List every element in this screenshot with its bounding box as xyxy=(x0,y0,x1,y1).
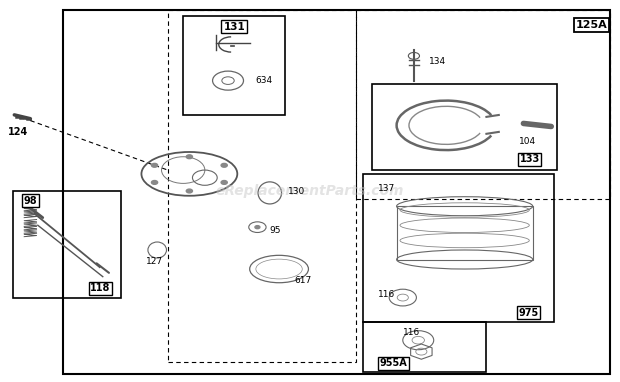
Text: 98: 98 xyxy=(24,196,37,206)
Text: 955A: 955A xyxy=(379,358,407,368)
Bar xyxy=(13,191,122,298)
Bar xyxy=(63,10,610,374)
Bar xyxy=(372,84,557,170)
Bar xyxy=(363,174,554,322)
Bar xyxy=(363,322,486,372)
Circle shape xyxy=(151,181,157,185)
Text: 131: 131 xyxy=(223,21,245,32)
Text: eReplacementParts.com: eReplacementParts.com xyxy=(216,184,404,198)
Text: 104: 104 xyxy=(519,137,536,146)
Text: 975: 975 xyxy=(518,308,539,318)
Text: 133: 133 xyxy=(520,154,540,164)
Circle shape xyxy=(255,226,260,229)
Text: 617: 617 xyxy=(294,276,312,285)
Text: 116: 116 xyxy=(403,328,420,337)
Text: 634: 634 xyxy=(256,76,273,85)
Text: 116: 116 xyxy=(378,290,396,299)
Text: 118: 118 xyxy=(90,283,110,293)
Text: 130: 130 xyxy=(288,186,306,196)
Bar xyxy=(356,10,610,199)
Circle shape xyxy=(221,181,228,185)
Text: 134: 134 xyxy=(430,57,446,66)
Circle shape xyxy=(186,189,192,193)
Bar xyxy=(168,10,356,362)
Bar xyxy=(397,206,533,259)
Text: 137: 137 xyxy=(378,184,396,193)
Text: 125A: 125A xyxy=(575,20,608,31)
Text: 95: 95 xyxy=(270,227,281,235)
Text: 127: 127 xyxy=(146,257,162,265)
Circle shape xyxy=(151,163,157,167)
Text: 124: 124 xyxy=(8,127,28,137)
Circle shape xyxy=(221,163,228,167)
Circle shape xyxy=(186,155,192,159)
Bar xyxy=(183,16,285,115)
